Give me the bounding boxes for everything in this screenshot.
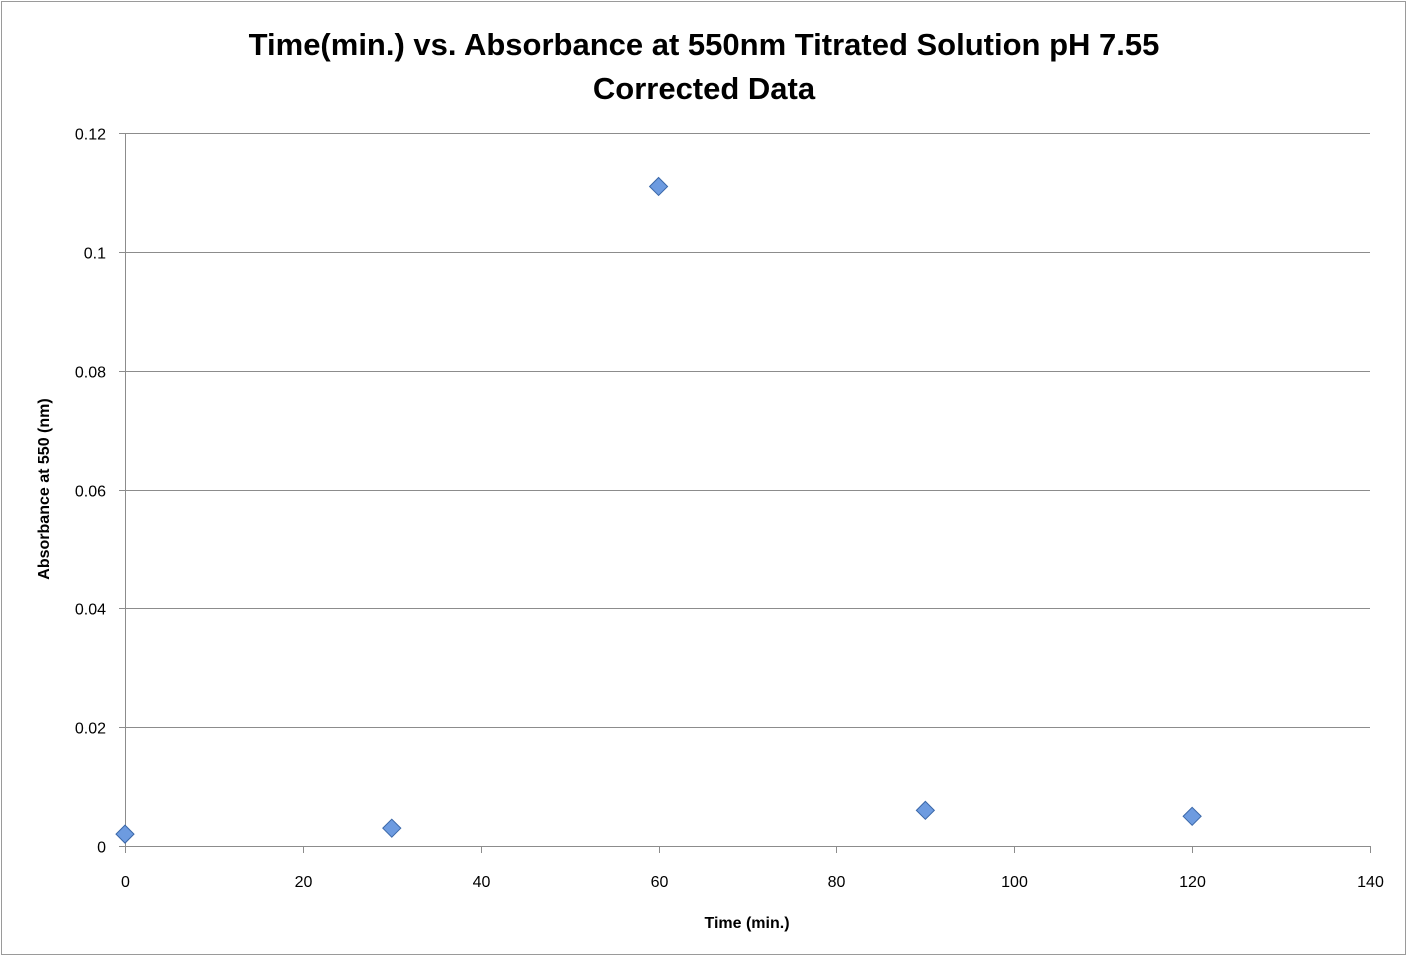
data-point	[382, 818, 402, 838]
data-point	[115, 824, 135, 844]
x-tick-label: 0	[121, 874, 130, 891]
y-tick-label: 0.1	[84, 246, 106, 263]
y-tick-label: 0.02	[75, 721, 106, 738]
y-axis-title: Absorbance at 550 (nm)	[36, 398, 53, 579]
x-tick-label: 140	[1357, 874, 1384, 891]
data-point	[915, 800, 936, 821]
y-tick-label: 0.08	[75, 365, 106, 382]
chart-title-line-2: Corrected Data	[592, 71, 816, 106]
data-point	[1182, 806, 1202, 826]
grid-lines	[125, 133, 1370, 728]
y-tick-label: 0	[97, 840, 106, 857]
x-tick-label: 100	[1001, 874, 1028, 891]
data-points	[115, 176, 1202, 844]
x-tick-label: 40	[473, 874, 491, 891]
tick-labels: 0 0.02 0.04 0.06 0.08 0.1 0.12 0 20 40 60 80 100 120 1…	[75, 127, 1384, 892]
y-tick-label: 0.04	[75, 602, 106, 619]
data-point	[648, 176, 669, 197]
y-tick-label: 0.12	[75, 127, 106, 144]
x-axis-title: Time (min.)	[704, 915, 789, 932]
x-tick-label: 80	[828, 874, 846, 891]
x-tick-label: 20	[295, 874, 313, 891]
axes	[119, 133, 1371, 853]
chart-title-line-1: Time(min.) vs. Absorbance at 550nm Titra…	[248, 27, 1160, 62]
x-tick-label: 60	[651, 874, 669, 891]
x-tick-label: 120	[1179, 874, 1206, 891]
y-tick-label: 0.06	[75, 484, 106, 501]
